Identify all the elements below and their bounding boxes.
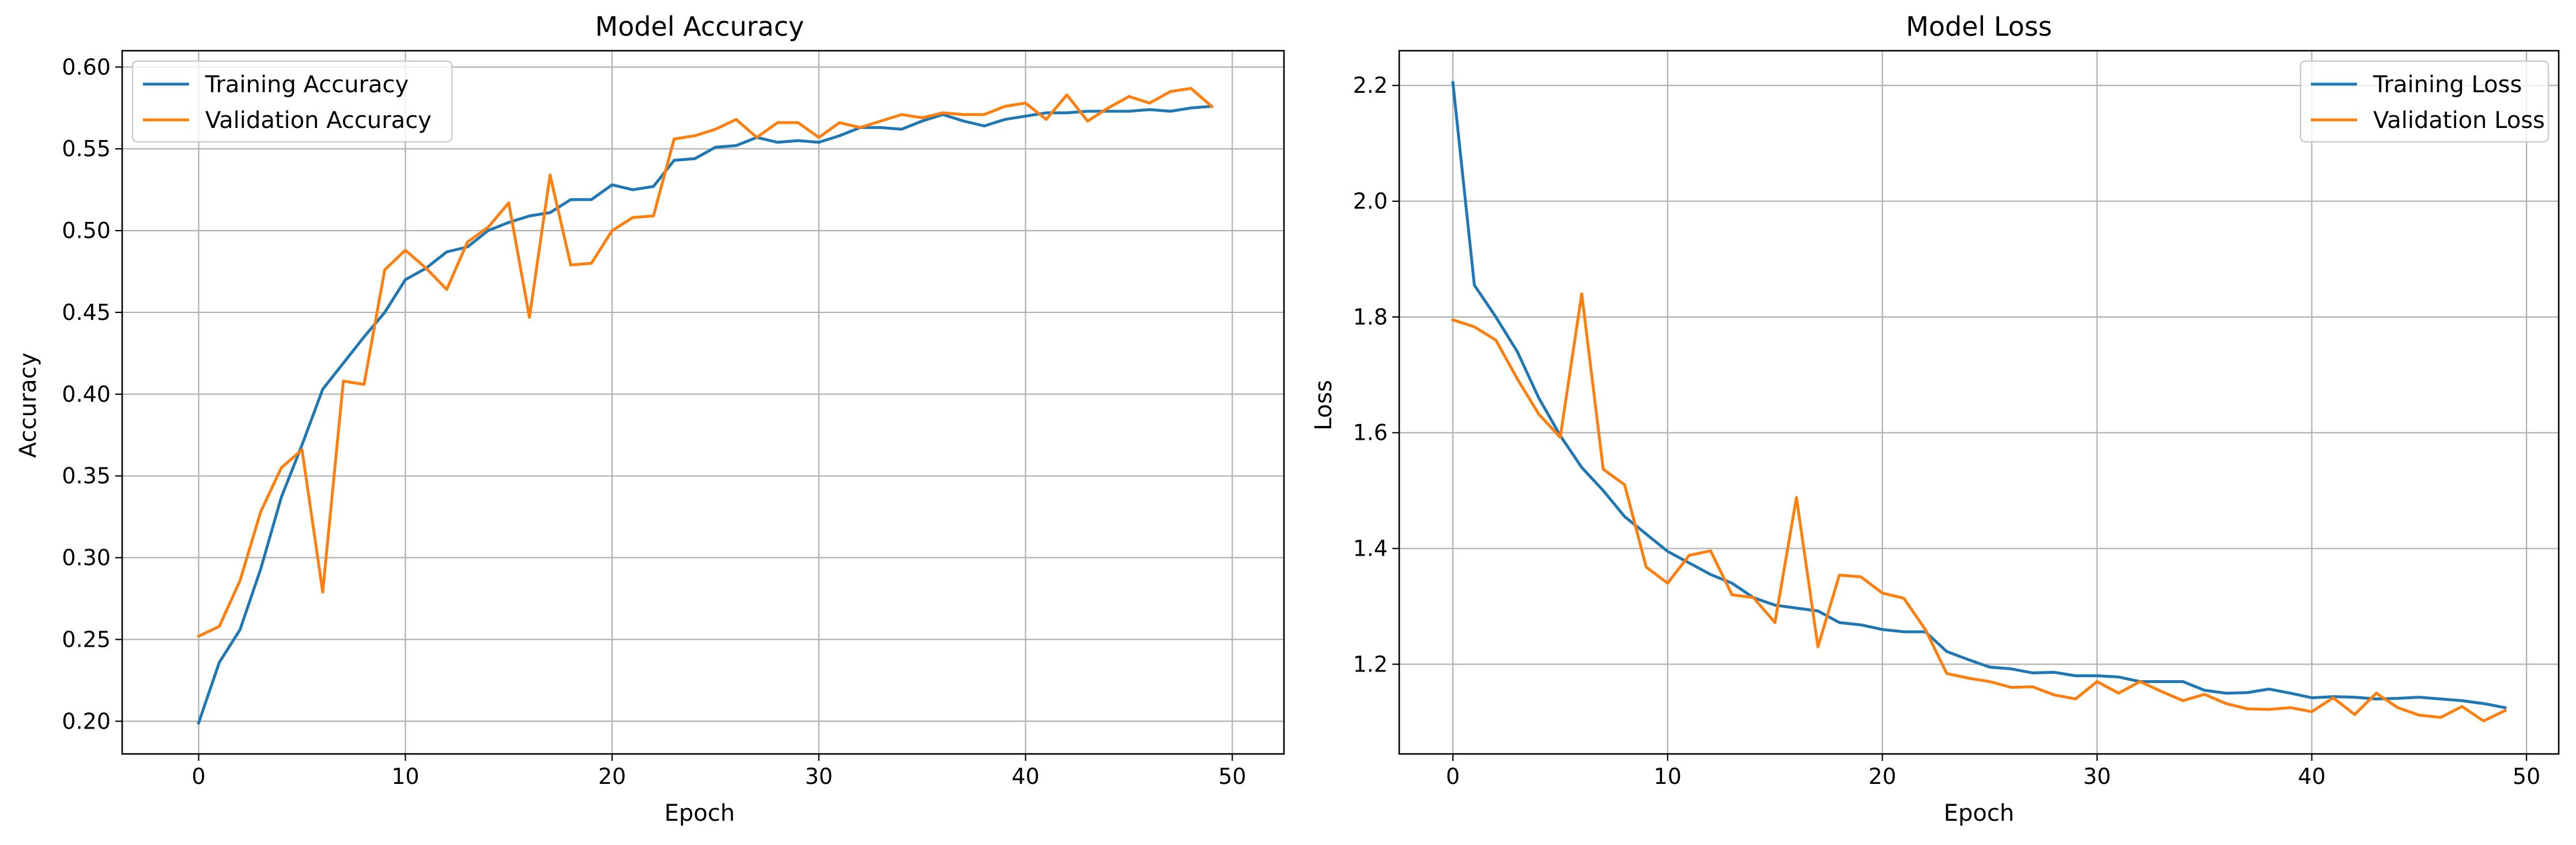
- loss-y-tick-label: 1.2: [1353, 651, 1388, 677]
- loss-y-tick-label: 1.4: [1353, 536, 1388, 561]
- loss-y-axis-label: Loss: [1310, 380, 1337, 431]
- accuracy-x-tick-label: 20: [598, 764, 626, 789]
- accuracy-chart: Model Accuracy Epoch Accuracy 0 10 20 30 40 5…: [15, 11, 1285, 827]
- loss-y-tick-label: 2.2: [1353, 73, 1388, 98]
- accuracy-x-axis-label: Epoch: [664, 800, 735, 827]
- accuracy-x-tick-label: 30: [805, 764, 833, 789]
- accuracy-x-tick-label: 10: [391, 764, 419, 789]
- loss-series-line-training: [1451, 81, 2507, 710]
- accuracy-y-tick-label: 0.55: [62, 136, 111, 161]
- accuracy-y-axis-label: Accuracy: [15, 353, 41, 458]
- loss-x-tick-label: 30: [2083, 764, 2111, 789]
- accuracy-x-tick-label: 0: [192, 764, 206, 789]
- accuracy-series-line-validation: [197, 86, 1214, 639]
- accuracy-y-tick-label: 0.35: [62, 463, 111, 489]
- loss-y-tick-label: 1.8: [1353, 304, 1388, 330]
- loss-y-tick-label: 1.6: [1353, 420, 1388, 446]
- loss-legend: Training Loss Validation Loss: [2299, 60, 2549, 143]
- loss-chart: Model Loss Epoch Loss 0 10 20 30 40 50 1.2 1.4 1…: [1310, 11, 2560, 827]
- loss-chart-title: Model Loss: [1906, 11, 2052, 42]
- loss-x-tick-label: 10: [1654, 764, 1682, 789]
- loss-x-tick-label: 50: [2513, 764, 2540, 789]
- loss-y-tick-label: 2.0: [1353, 188, 1388, 214]
- loss-x-tick-label: 0: [1446, 764, 1460, 789]
- accuracy-y-tick-label: 0.45: [62, 300, 111, 325]
- accuracy-y-tick-label: 0.50: [62, 218, 111, 243]
- loss-series-line-validation: [1451, 292, 2507, 723]
- loss-legend-label-training: Training Loss: [2373, 71, 2522, 98]
- accuracy-legend-label-training: Training Accuracy: [205, 71, 409, 98]
- loss-legend-label-validation: Validation Loss: [2373, 107, 2545, 134]
- accuracy-y-tick-label: 0.25: [62, 627, 111, 652]
- accuracy-legend-box: [131, 60, 453, 143]
- accuracy-legend-label-validation: Validation Accuracy: [205, 107, 432, 134]
- loss-x-tick-label: 20: [1868, 764, 1896, 789]
- accuracy-series-line-training: [197, 104, 1214, 725]
- loss-x-tick-label: 40: [2298, 764, 2325, 789]
- accuracy-plot-area: [121, 50, 1285, 755]
- accuracy-x-tick-label: 40: [1011, 764, 1039, 789]
- accuracy-legend: Training Accuracy Validation Accuracy: [131, 60, 453, 143]
- accuracy-y-tick-label: 0.40: [62, 382, 111, 407]
- loss-x-axis-label: Epoch: [1944, 800, 2014, 827]
- accuracy-x-tick-label: 50: [1218, 764, 1246, 789]
- accuracy-chart-title: Model Accuracy: [595, 11, 804, 42]
- accuracy-y-tick-label: 0.30: [62, 545, 111, 571]
- loss-legend-box: [2299, 60, 2549, 143]
- loss-plot-area: [1398, 50, 2560, 755]
- accuracy-y-tick-label: 0.20: [62, 708, 111, 734]
- accuracy-y-tick-label: 0.60: [62, 54, 111, 80]
